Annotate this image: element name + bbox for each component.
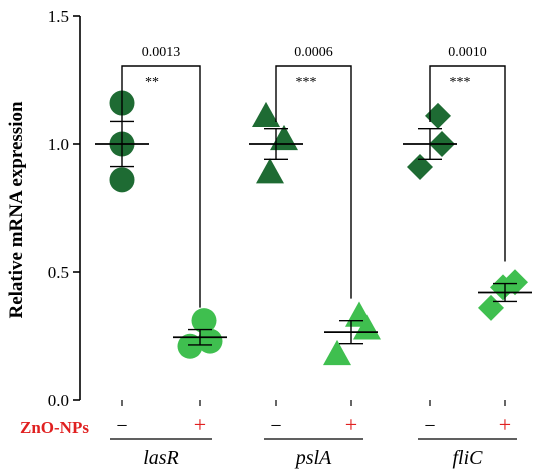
- data-point: [191, 308, 217, 334]
- data-point: [177, 333, 203, 359]
- y-tick-label: 0.5: [48, 263, 69, 282]
- data-marks: [95, 90, 532, 366]
- data-point: [407, 154, 433, 181]
- treatment-label: ZnO-NPs: [20, 418, 89, 437]
- significance-bracket: [121, 65, 201, 308]
- gene-label: lasR: [143, 447, 179, 469]
- significance-stars: ***: [296, 75, 317, 90]
- y-tick-label: 0.0: [48, 391, 69, 410]
- data-point: [109, 167, 135, 193]
- data-point: [197, 328, 223, 354]
- annotations: 0.0013 ** 0.0006 *** 0.0010 ***: [121, 45, 506, 308]
- data-point: [478, 294, 504, 321]
- minus-sign: −: [270, 415, 281, 437]
- significance-stars: **: [145, 75, 159, 90]
- data-point: [353, 314, 381, 340]
- p-value-label: 0.0006: [294, 45, 333, 60]
- gene-label: fliC: [452, 447, 483, 469]
- y-axis-label: Relative mRNA expression: [6, 101, 27, 319]
- plus-sign: +: [194, 412, 206, 437]
- data-point: [323, 339, 351, 366]
- gene-label: pslA: [294, 447, 332, 469]
- significance-bracket: [275, 65, 352, 299]
- y-tick-label: 1.5: [48, 7, 69, 26]
- plus-sign: +: [499, 412, 511, 437]
- y-tick-label: 1.0: [48, 135, 69, 154]
- data-point: [252, 101, 280, 128]
- p-value-label: 0.0013: [142, 45, 181, 60]
- x-categories: − +lasR− +pslA− +fliC: [110, 412, 517, 469]
- minus-sign: −: [116, 415, 127, 437]
- significance-stars: ***: [450, 75, 471, 90]
- data-point: [425, 102, 451, 129]
- p-value-label: 0.0010: [448, 45, 487, 60]
- data-point: [256, 158, 284, 184]
- plus-sign: +: [345, 412, 357, 437]
- axes: 0.0 0.5 1.0 1.5: [48, 7, 506, 410]
- minus-sign: −: [424, 415, 435, 437]
- data-point: [490, 274, 516, 301]
- significance-bracket: [429, 65, 506, 262]
